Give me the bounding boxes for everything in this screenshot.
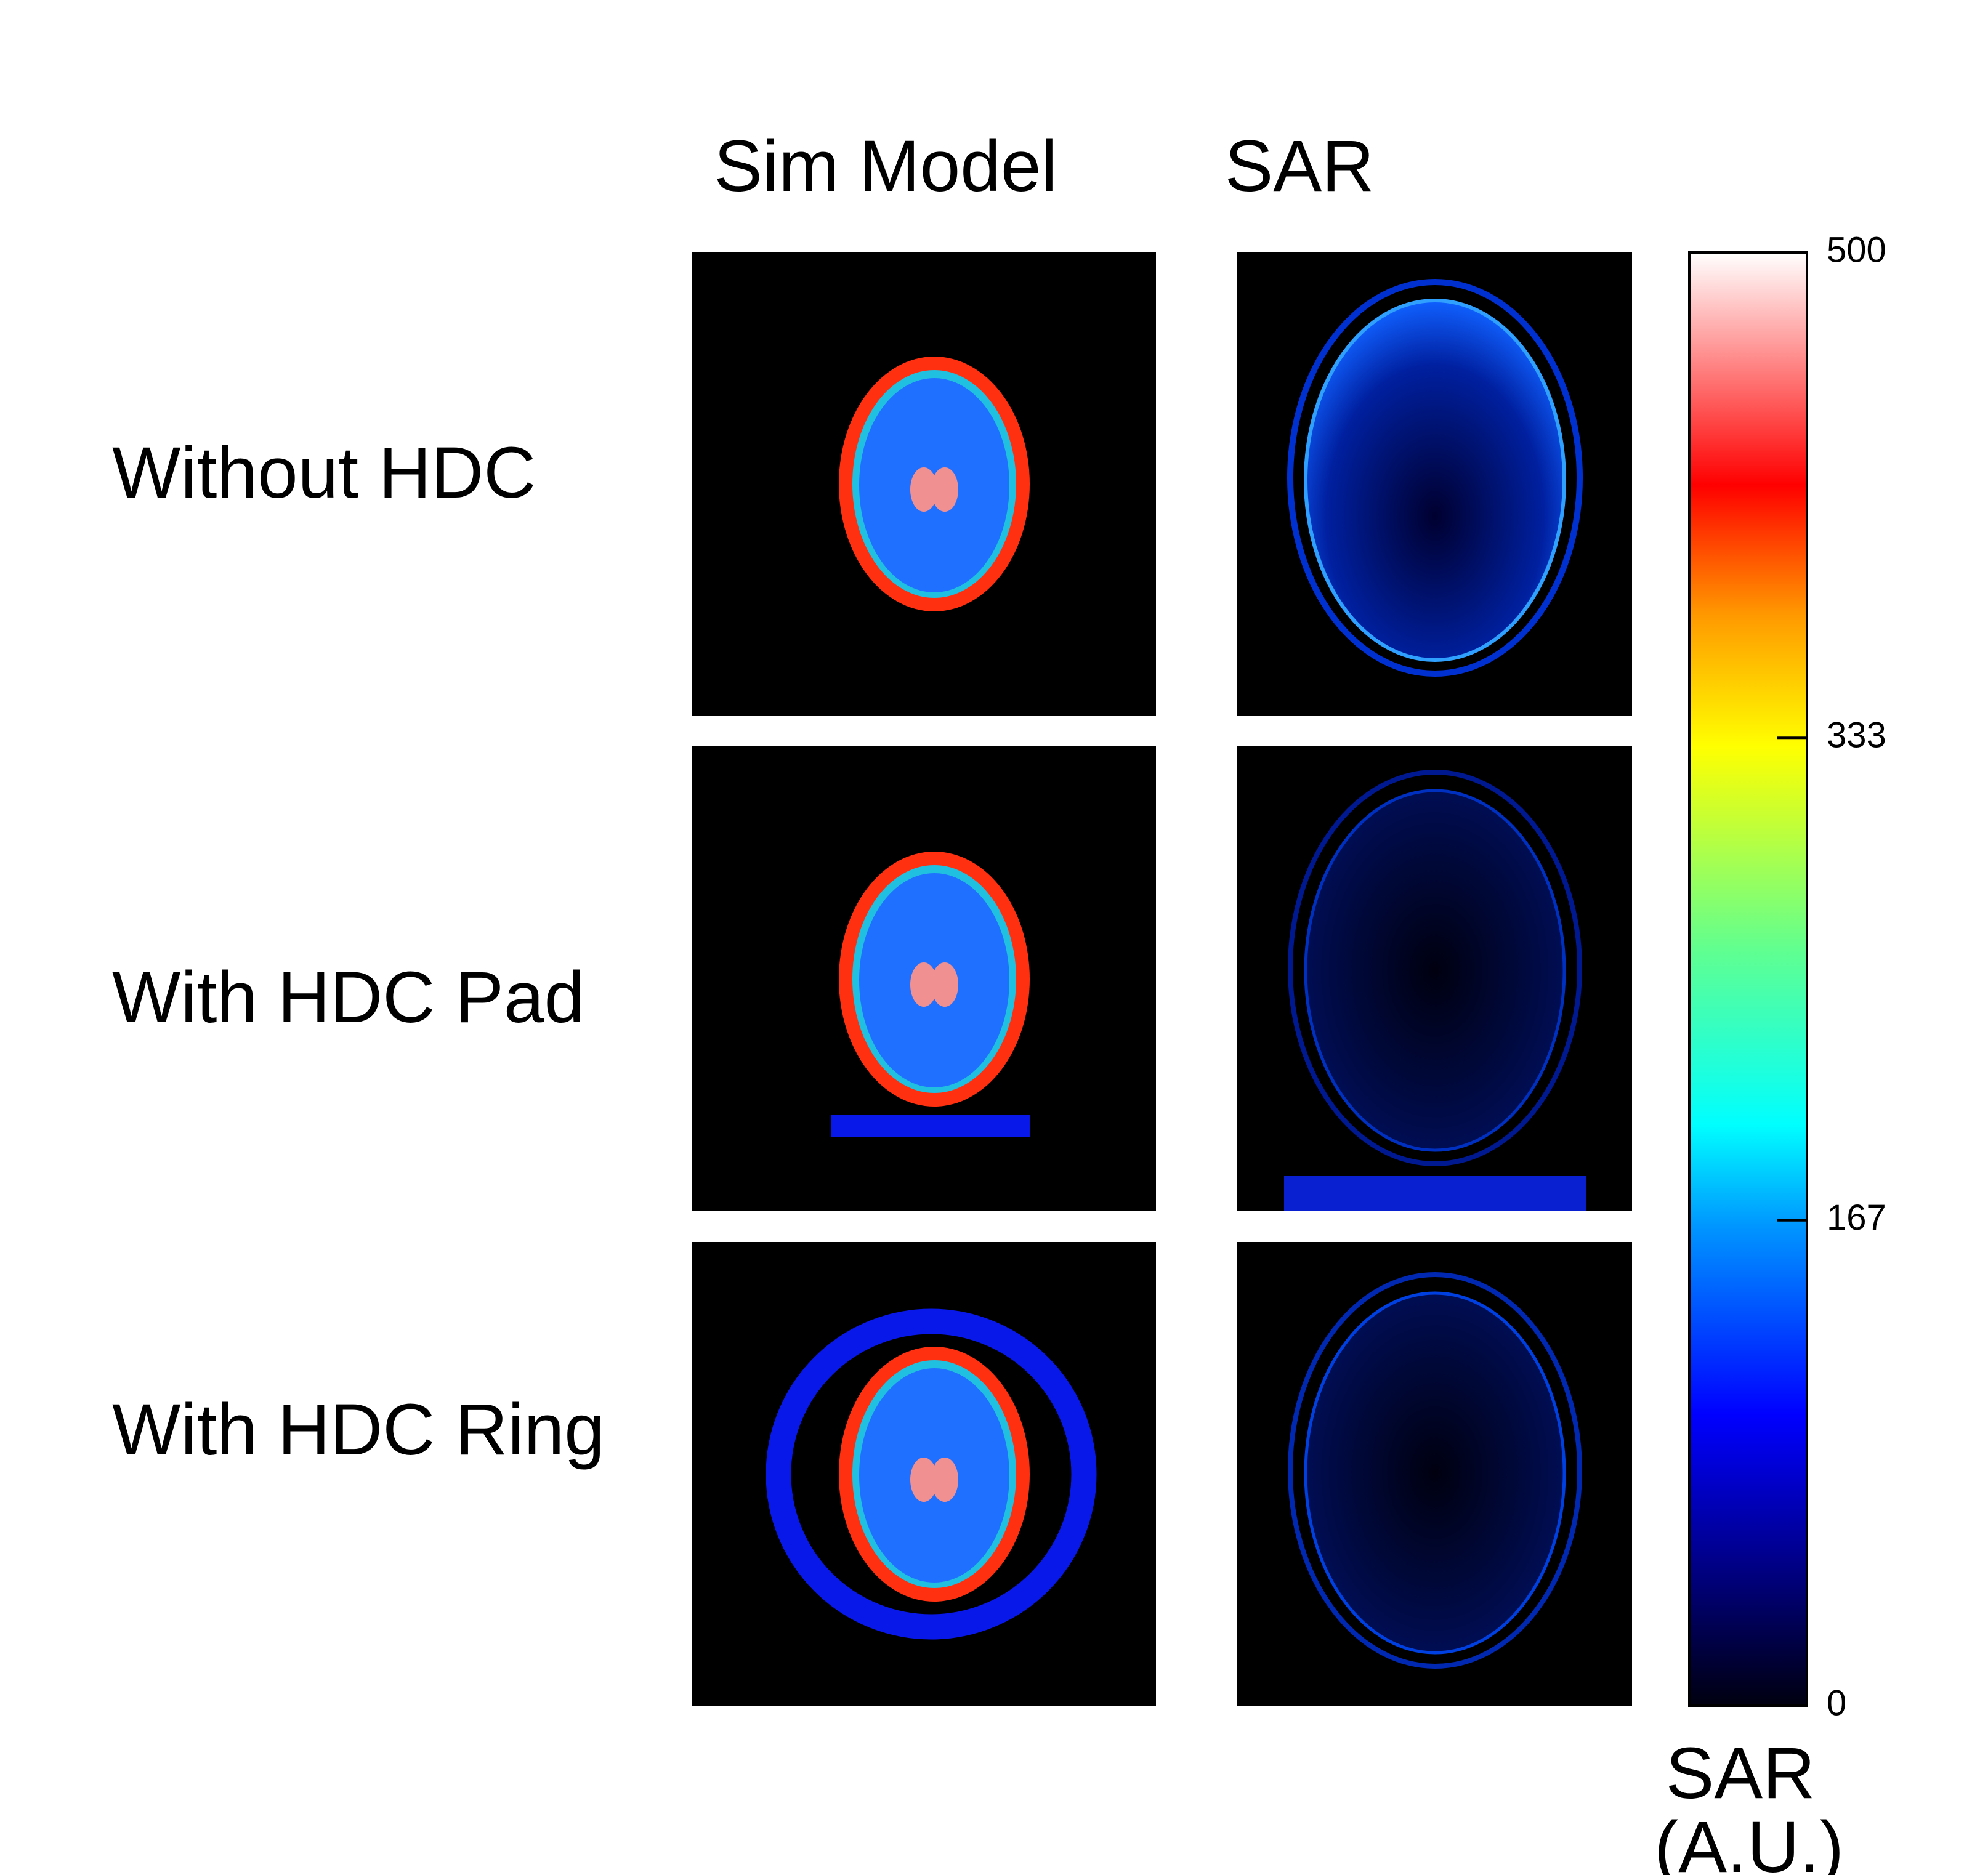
colorbar-label: SAR — [1666, 1733, 1816, 1814]
sar-panel — [1237, 252, 1632, 716]
row-label: Without HDC — [112, 432, 536, 514]
colorbar — [1688, 251, 1808, 1707]
row-label: With HDC Pad — [112, 957, 584, 1038]
tick-label: 333 — [1827, 716, 1886, 756]
column-header: SAR — [1225, 126, 1375, 207]
sim-panel — [692, 1242, 1156, 1706]
colorbar-label: (A.U.) — [1654, 1807, 1844, 1875]
tick-label: 167 — [1827, 1198, 1886, 1238]
sar-panel — [1237, 746, 1632, 1211]
row-label: With HDC Ring — [112, 1389, 605, 1470]
column-header: Sim Model — [714, 126, 1057, 207]
tick-label: 0 — [1827, 1683, 1846, 1723]
sim-panel — [692, 746, 1156, 1211]
sim-panel — [692, 252, 1156, 716]
sar-panel — [1237, 1242, 1632, 1706]
tick-label: 500 — [1827, 230, 1886, 270]
